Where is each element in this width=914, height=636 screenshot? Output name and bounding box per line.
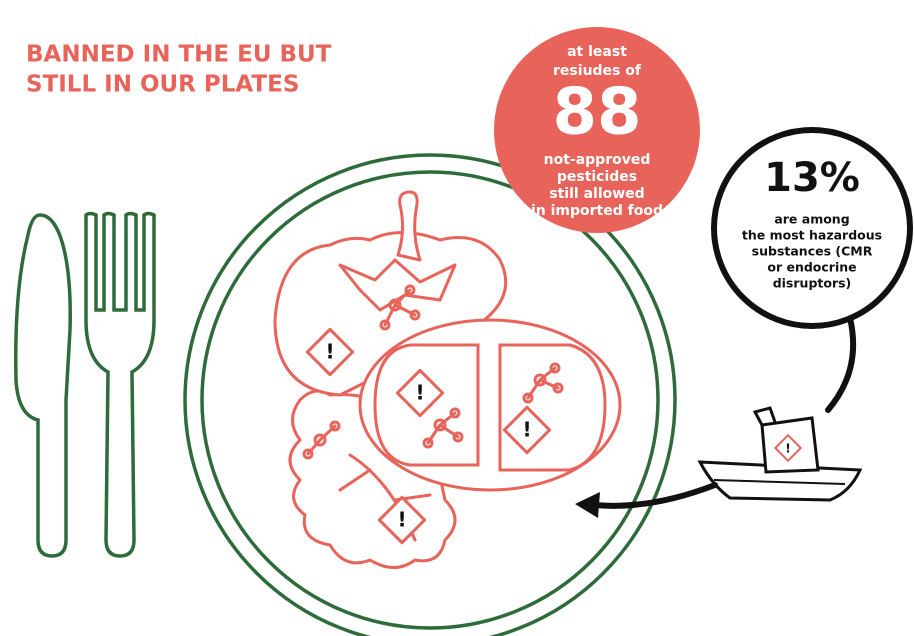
red-circle-text: at least bbox=[567, 44, 627, 60]
fork bbox=[84, 211, 156, 558]
title-line: BANNED IN THE EU BUT bbox=[26, 42, 332, 68]
plate-rim bbox=[183, 153, 677, 636]
tomato-stem bbox=[396, 190, 422, 262]
knife bbox=[14, 213, 72, 558]
red-circle-text: not-approved bbox=[544, 152, 651, 168]
plate-inner bbox=[200, 170, 660, 630]
canister-spout bbox=[752, 406, 777, 426]
red-circle-number: 88 bbox=[552, 76, 641, 150]
svg-text:!: ! bbox=[785, 442, 790, 456]
red-circle bbox=[494, 27, 700, 233]
red-circle-text: resiudes of bbox=[553, 63, 642, 79]
molecules bbox=[302, 284, 564, 460]
ship-line bbox=[713, 479, 846, 485]
lemon-segments bbox=[373, 343, 607, 472]
tomato-leaves bbox=[338, 258, 457, 312]
black-circle-text: are among bbox=[774, 212, 849, 227]
svg-text:!: ! bbox=[325, 340, 334, 364]
black-circle-text: disruptors) bbox=[773, 276, 852, 291]
svg-text:!: ! bbox=[415, 381, 424, 405]
black-circle bbox=[711, 127, 913, 329]
red-circle-text: still allowed bbox=[549, 186, 644, 202]
red-circle-text: in imported food bbox=[531, 203, 663, 219]
canister-hazard: ! bbox=[773, 433, 803, 463]
arrow-head bbox=[575, 492, 600, 518]
svg-text:!: ! bbox=[397, 508, 406, 532]
red-circle-text: pesticides bbox=[557, 169, 637, 185]
black-circle-text: substances (CMR bbox=[752, 244, 873, 259]
ship bbox=[697, 460, 863, 502]
black-circle-number: 13% bbox=[764, 155, 860, 201]
hazard-signs: ! ! ! ! bbox=[305, 327, 552, 545]
callout-tail bbox=[825, 315, 857, 413]
arrow bbox=[592, 482, 718, 509]
black-circle-text: or endocrine bbox=[767, 260, 856, 275]
black-circle-text: the most hazardous bbox=[742, 228, 882, 243]
svg-text:!: ! bbox=[522, 418, 531, 442]
title-line: STILL IN OUR PLATES bbox=[26, 72, 299, 98]
